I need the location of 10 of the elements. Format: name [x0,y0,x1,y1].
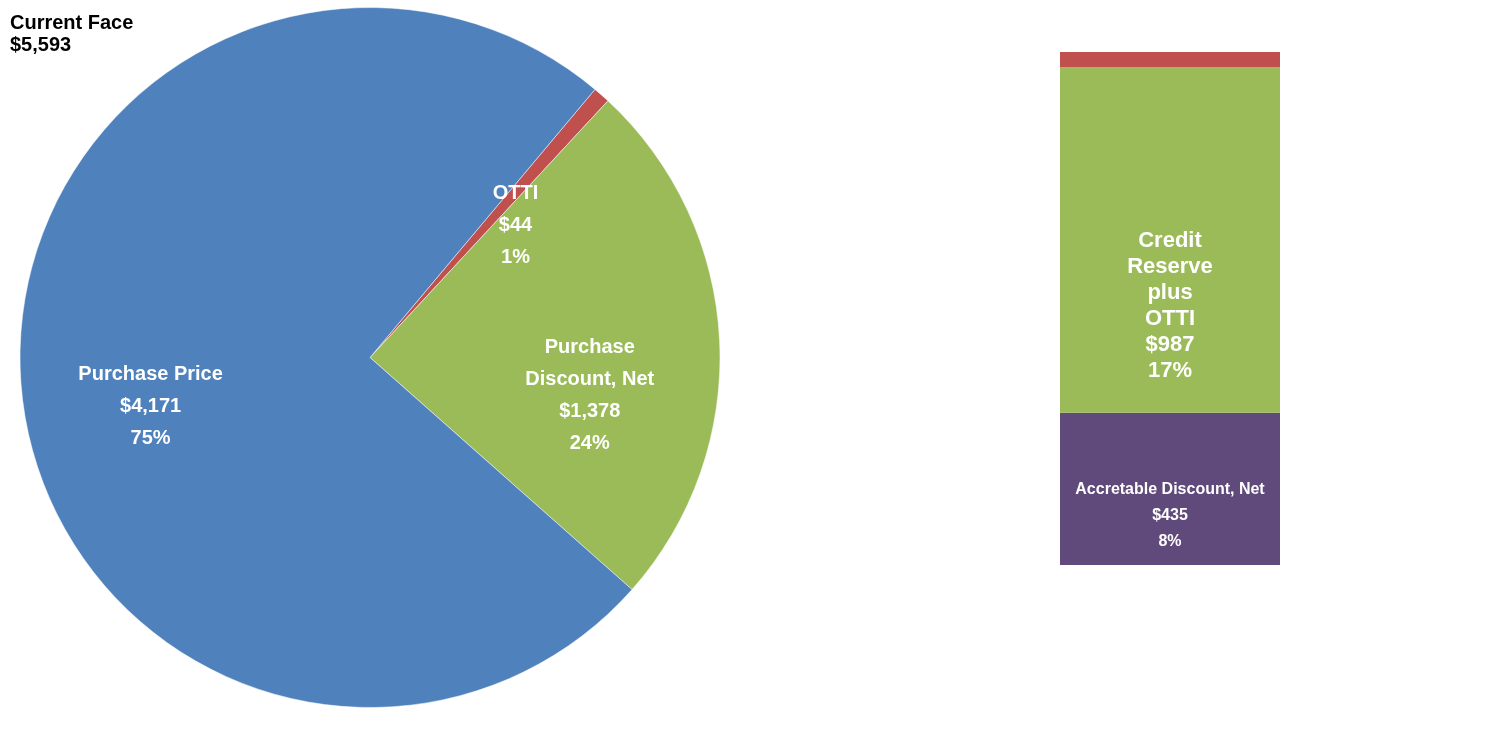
series-label: Accretable Discount, Net [1075,479,1266,497]
data-label: $4,171 75% [120,393,182,448]
series-label: Credit Reserve plus OTTI [1127,227,1213,331]
data-label: $987 17% [1145,331,1195,383]
data-label: $1,378 24% [559,398,621,453]
slice-label: Purchase Discount, Net [525,334,655,389]
slice-label: Purchase Price [78,361,223,384]
text: Current Face $5,593 [10,11,134,55]
data-label: $435 8% [1152,505,1188,549]
data-label: $44 1% [498,212,534,267]
